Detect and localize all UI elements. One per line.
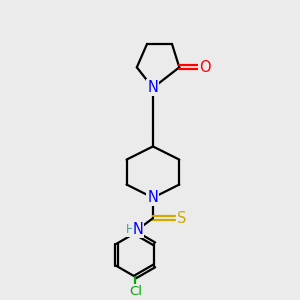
Text: S: S xyxy=(177,211,186,226)
Text: O: O xyxy=(199,60,211,75)
Text: Cl: Cl xyxy=(129,285,142,298)
Text: N: N xyxy=(133,223,144,238)
Text: N: N xyxy=(148,190,158,205)
Text: N: N xyxy=(148,80,158,95)
Text: H: H xyxy=(126,224,134,236)
